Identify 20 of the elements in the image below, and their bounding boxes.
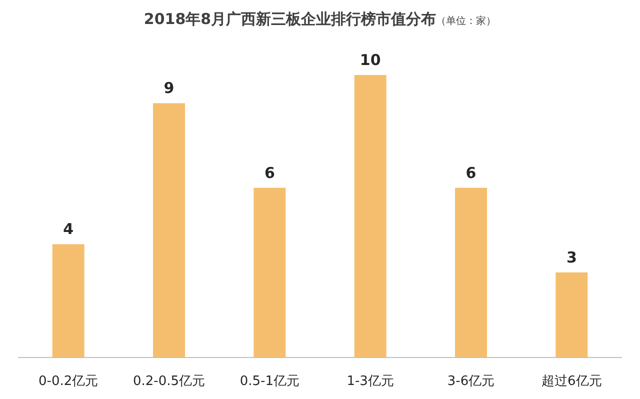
- x-tick-label: 1-3亿元: [346, 374, 394, 389]
- bar: [354, 75, 386, 357]
- data-label: 9: [164, 79, 174, 98]
- x-tick-label: 0.2-0.5亿元: [132, 374, 206, 389]
- data-label: 3: [566, 248, 577, 266]
- bar: [556, 272, 588, 357]
- x-tick-label: 0.5-1亿元: [240, 374, 300, 389]
- chart-subtitle: （单位：家）: [436, 15, 496, 27]
- data-label: 4: [63, 220, 74, 238]
- bar: [153, 103, 185, 357]
- data-label: 10: [360, 51, 381, 69]
- x-tick-label: 超过6亿元: [542, 374, 602, 389]
- bar: [254, 188, 286, 357]
- data-label: 6: [264, 164, 275, 182]
- bar: [52, 244, 84, 357]
- data-label: 6: [466, 164, 476, 182]
- chart-title: 2018年8月广西新三板企业排行榜市值分布: [144, 10, 436, 28]
- x-tick-label: 3-6亿元: [447, 374, 495, 389]
- bar: [455, 188, 487, 357]
- x-tick-label: 0-0.2亿元: [38, 374, 98, 389]
